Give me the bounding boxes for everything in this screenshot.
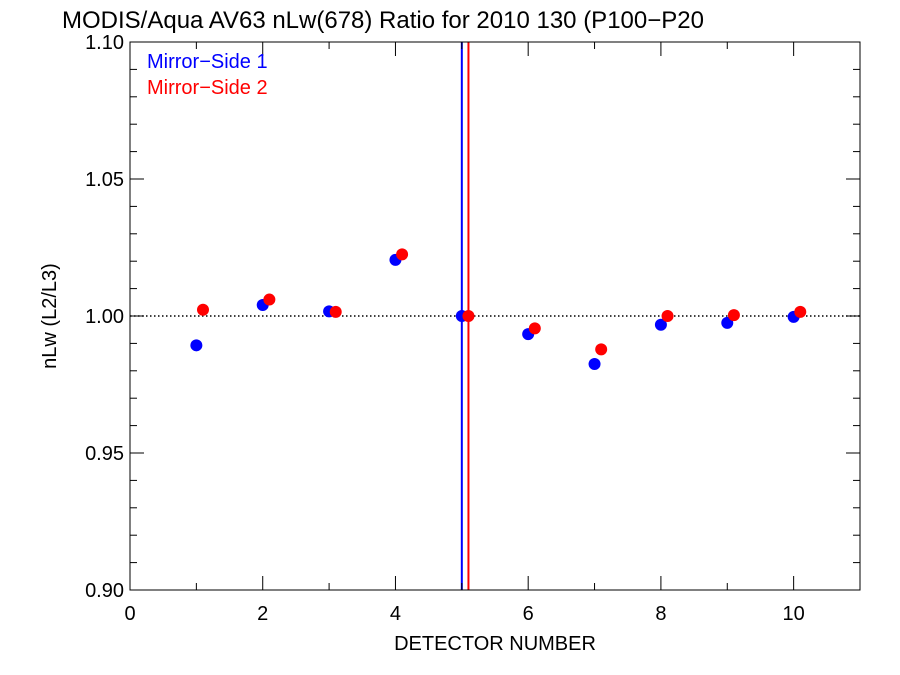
data-point-series-1 [588,357,601,370]
x-tick-label: 10 [783,603,805,625]
legend-entry-2: Mirror−Side 2 [147,77,268,99]
y-tick-label: 1.10 [85,32,124,54]
data-point-series-2 [661,310,674,322]
x-axis-label: DETECTOR NUMBER [394,633,596,655]
data-point-series-2 [197,303,209,316]
data-point-series-2 [462,310,475,322]
x-tick-label: 0 [124,603,135,625]
x-tick-label: 8 [655,603,666,625]
data-point-series-1 [654,318,667,331]
data-point-series-2 [396,248,409,261]
x-tick-label: 6 [523,603,534,625]
x-tick-label: 2 [257,603,268,625]
plot-lines [130,42,860,590]
data-point-series-2 [727,309,740,322]
y-tick-label: 1.00 [85,306,124,328]
plot-frame [129,41,861,591]
legend-entry-1: Mirror−Side 1 [147,51,268,73]
y-tick-label: 1.05 [85,169,124,191]
data-point-series-2 [528,322,541,335]
data-point-series-2 [263,293,276,306]
data-point-series-2 [794,305,807,318]
data-point-series-1 [190,339,203,352]
axis-ticks: 0 2 4 6 8 10 0.90 0.95 1.00 1.05 1.10 [85,32,860,625]
legend: Mirror−Side 1 Mirror−Side 2 [147,51,268,99]
chart-title: MODIS/Aqua AV63 nLw(678) Ratio for 2010 … [62,7,704,34]
data-point-series-2 [595,343,608,356]
y-tick-label: 0.90 [85,580,124,602]
x-tick-label: 4 [390,603,401,625]
y-tick-label: 0.95 [85,443,124,465]
data-points [190,248,807,370]
y-axis-label: nLw (L2/L3) [39,263,61,369]
data-point-series-2 [329,305,342,318]
